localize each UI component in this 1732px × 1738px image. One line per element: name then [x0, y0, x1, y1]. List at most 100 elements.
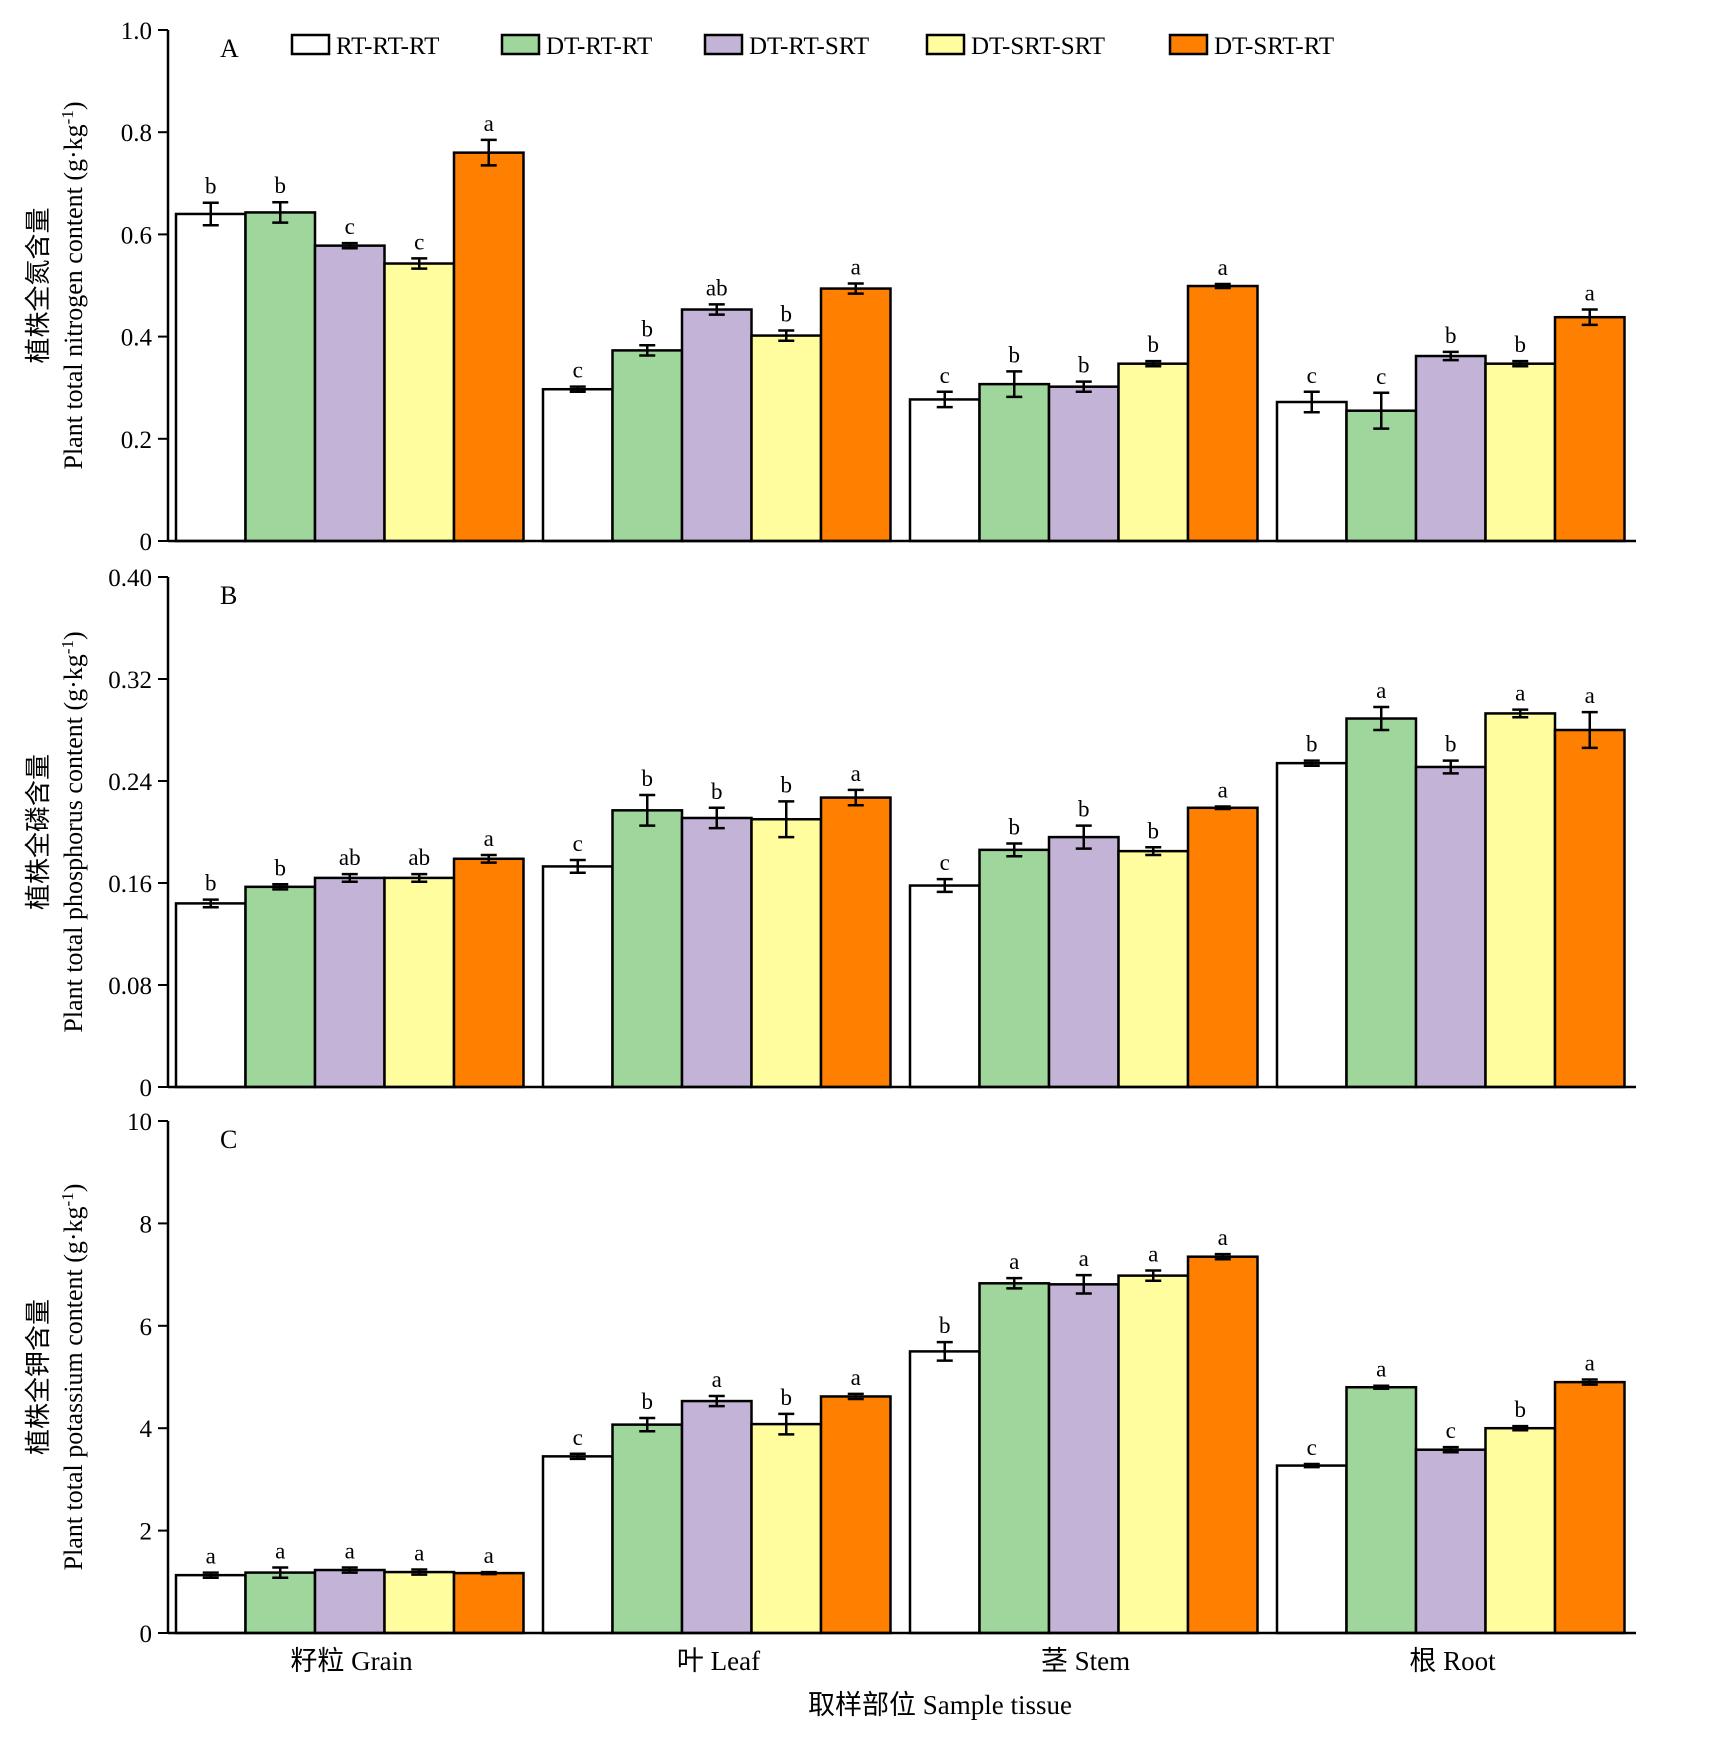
- error-bar: [1512, 359, 1529, 368]
- error-bar: [411, 257, 428, 270]
- bar: [1414, 765, 1487, 1089]
- bar: [1117, 362, 1190, 543]
- significance-letter: a: [345, 1538, 355, 1563]
- panel-c: 0 2 4 6 8 10 a c b c a b a a a a a c a b a b a a a a C 植株全钾含量 Plant …: [24, 1109, 1636, 1648]
- bar: [611, 349, 684, 543]
- significance-letter: c: [1307, 363, 1317, 388]
- error-bar: [411, 872, 428, 883]
- significance-letter: b: [1009, 342, 1021, 367]
- bar: [1414, 354, 1487, 543]
- y-axis-label-en: Plant total nitrogen content (g·kg-1): [58, 102, 88, 470]
- legend-swatch: [703, 33, 744, 56]
- bar: [1345, 1385, 1418, 1635]
- error-bar: [202, 1571, 219, 1579]
- error-bar: [569, 858, 586, 875]
- significance-letter: a: [1218, 255, 1228, 280]
- error-bar: [1006, 1276, 1023, 1290]
- y-axis-label-cn: 植株全钾含量: [24, 1299, 53, 1455]
- significance-letter: b: [642, 766, 654, 791]
- legend: RT-RT-RT DT-RT-RT DT-RT-SRT DT-SRT-SRT DT-SR…: [290, 33, 1334, 60]
- error-bar: [341, 241, 358, 250]
- significance-letter: ab: [706, 275, 728, 300]
- significance-letter: b: [1009, 814, 1021, 839]
- error-bar: [1373, 1384, 1390, 1391]
- significance-letter: c: [1446, 1418, 1456, 1443]
- error-bar: [847, 282, 864, 295]
- bar: [819, 796, 892, 1089]
- bar: [244, 885, 317, 1089]
- significance-letter: b: [1306, 732, 1318, 757]
- error-bar: [272, 1566, 289, 1579]
- panel-label: B: [220, 581, 237, 610]
- x-category-label: 根 Root: [1409, 1646, 1496, 1676]
- bar: [313, 244, 386, 543]
- y-tick-label: 0: [140, 529, 153, 556]
- bar: [1345, 409, 1418, 543]
- y-tick-label: 0: [140, 1075, 153, 1102]
- significance-letter: a: [414, 1541, 424, 1566]
- error-bar: [1442, 1445, 1459, 1454]
- panel-b: 0 0.08 0.16 0.24 0.32 0.40 b c c b b b b a ab b b b ab b b a a…: [24, 565, 1636, 1102]
- bar: [1047, 1283, 1120, 1635]
- bar: [1275, 400, 1348, 543]
- error-bar: [1442, 350, 1459, 362]
- error-bar: [708, 303, 725, 316]
- bar: [1047, 385, 1120, 543]
- panel-label: C: [220, 1125, 237, 1154]
- legend-item: DT-SRT-RT: [1168, 33, 1334, 60]
- significance-letter: a: [851, 1365, 861, 1390]
- error-bar: [1214, 1252, 1231, 1261]
- error-bar: [1145, 846, 1162, 857]
- y-tick-label: 10: [127, 1109, 152, 1136]
- significance-letter: b: [275, 855, 287, 880]
- bar: [313, 1568, 386, 1635]
- error-bar: [569, 385, 586, 394]
- significance-letter: b: [1445, 323, 1457, 348]
- bar: [541, 387, 614, 543]
- significance-letter: a: [1585, 683, 1595, 708]
- bar: [1117, 1274, 1190, 1635]
- bar: [1345, 717, 1418, 1089]
- bar: [680, 816, 753, 1089]
- significance-letter: a: [484, 111, 494, 136]
- y-tick-label: 0.40: [108, 565, 152, 592]
- y-tick-label: 0.2: [121, 427, 152, 454]
- y-tick-label: 6: [140, 1314, 153, 1341]
- error-bar: [1145, 1269, 1162, 1282]
- significance-letter: a: [851, 761, 861, 786]
- significance-letter: a: [1218, 778, 1228, 803]
- bar: [383, 876, 456, 1089]
- bar: [819, 1395, 892, 1635]
- significance-letter: b: [781, 301, 793, 326]
- significance-letter: a: [1009, 1249, 1019, 1274]
- bar: [452, 1571, 525, 1635]
- significance-letter: b: [1148, 332, 1160, 357]
- error-bar: [1075, 824, 1092, 850]
- y-tick-label: 4: [140, 1416, 153, 1443]
- legend-label: DT-SRT-SRT: [971, 33, 1105, 60]
- error-bar: [847, 788, 864, 807]
- error-bar: [341, 872, 358, 883]
- error-bar: [341, 1566, 358, 1574]
- bar: [1484, 1426, 1557, 1635]
- significance-letter: b: [1148, 818, 1160, 843]
- y-tick-label: 0.08: [108, 973, 152, 1000]
- bar: [1553, 1380, 1626, 1635]
- significance-letter: b: [781, 772, 793, 797]
- error-bar: [1512, 1424, 1529, 1432]
- legend-item: DT-SRT-SRT: [925, 33, 1105, 60]
- significance-letter: c: [573, 358, 583, 383]
- legend-label: DT-RT-RT: [546, 33, 652, 60]
- error-bar: [569, 1452, 586, 1461]
- error-bar: [639, 1416, 656, 1433]
- error-bar: [202, 898, 219, 909]
- significance-letter: c: [345, 214, 355, 239]
- error-bar: [480, 853, 497, 864]
- significance-letter: a: [1376, 678, 1386, 703]
- legend-swatch: [290, 33, 331, 56]
- y-tick-label: 0.16: [108, 871, 152, 898]
- bar: [978, 382, 1051, 543]
- error-bar: [1303, 1462, 1320, 1469]
- bar: [1117, 849, 1190, 1089]
- bar: [1484, 712, 1557, 1089]
